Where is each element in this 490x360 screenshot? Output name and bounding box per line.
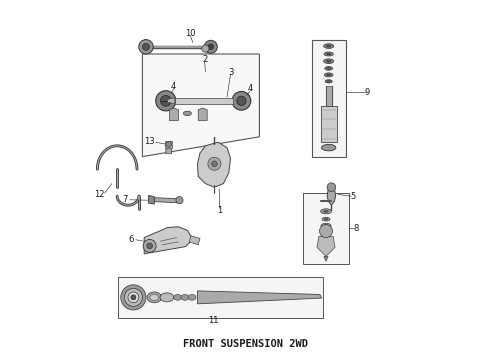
Polygon shape [143,54,259,157]
Circle shape [176,197,183,204]
Circle shape [319,225,333,238]
Text: 6: 6 [129,235,134,244]
Circle shape [202,45,209,52]
Text: 4: 4 [171,82,176,91]
Circle shape [143,239,156,252]
Text: FRONT SUSPENSION 2WD: FRONT SUSPENSION 2WD [182,339,308,349]
Polygon shape [317,237,335,256]
Polygon shape [197,142,231,187]
Ellipse shape [325,67,333,70]
Polygon shape [165,141,172,148]
Circle shape [128,292,139,303]
Ellipse shape [325,80,332,83]
Circle shape [160,95,171,106]
Circle shape [156,91,176,111]
Circle shape [212,161,217,167]
Bar [326,86,332,130]
Ellipse shape [324,219,328,220]
Circle shape [208,157,221,170]
Text: 12: 12 [94,190,104,199]
Circle shape [124,288,143,306]
Polygon shape [148,195,154,204]
Polygon shape [189,236,200,245]
Circle shape [147,243,152,249]
Ellipse shape [181,294,189,300]
Bar [175,98,233,104]
Text: 4: 4 [248,84,253,93]
Polygon shape [144,227,193,254]
Polygon shape [166,148,171,154]
Ellipse shape [320,209,331,214]
Polygon shape [197,291,321,304]
Ellipse shape [324,44,334,49]
Text: 1: 1 [217,206,222,215]
Ellipse shape [321,144,336,151]
Ellipse shape [322,217,330,221]
Text: 3: 3 [228,68,233,77]
Circle shape [131,295,136,300]
Text: 7: 7 [122,195,128,204]
Ellipse shape [327,53,331,55]
Circle shape [208,44,214,50]
Circle shape [237,96,246,105]
Polygon shape [198,108,207,121]
Ellipse shape [174,294,182,300]
Polygon shape [170,108,178,121]
Text: 13: 13 [144,137,154,146]
Polygon shape [327,187,336,205]
Bar [321,106,337,142]
Bar [312,40,346,157]
Ellipse shape [327,74,331,76]
Ellipse shape [321,223,331,228]
Polygon shape [153,198,176,203]
Ellipse shape [147,292,162,303]
Polygon shape [168,98,175,104]
Ellipse shape [324,59,334,64]
Text: 8: 8 [353,224,359,233]
Circle shape [139,40,153,54]
Ellipse shape [326,45,331,47]
Ellipse shape [324,52,333,56]
Ellipse shape [183,111,192,116]
Ellipse shape [188,294,196,300]
Text: 10: 10 [185,29,196,38]
Ellipse shape [327,68,330,69]
Circle shape [166,141,171,147]
Ellipse shape [324,73,333,77]
Bar [303,193,349,264]
Ellipse shape [327,81,330,82]
Circle shape [121,285,146,310]
Ellipse shape [150,294,159,301]
Circle shape [327,183,336,192]
Circle shape [232,91,251,110]
Circle shape [204,40,217,53]
Text: 2: 2 [202,55,207,64]
Ellipse shape [323,210,328,212]
Polygon shape [324,256,328,261]
Circle shape [143,43,149,50]
Circle shape [196,99,200,104]
Text: 5: 5 [350,192,356,201]
Ellipse shape [324,225,328,227]
Bar [118,277,323,318]
Ellipse shape [160,293,174,302]
Ellipse shape [326,60,331,62]
Text: 9: 9 [365,88,370,97]
Text: 11: 11 [208,316,219,325]
